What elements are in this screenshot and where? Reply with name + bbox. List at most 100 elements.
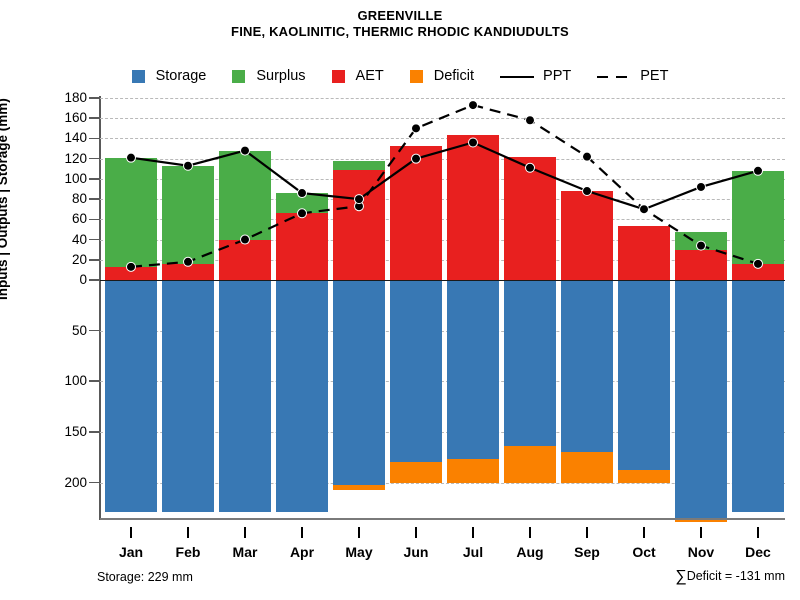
x-tick-aug bbox=[529, 527, 531, 538]
x-axis-label-jun: Jun bbox=[403, 544, 429, 560]
x-axis-label-dec: Dec bbox=[745, 544, 771, 560]
bar-lower-jul[interactable] bbox=[447, 280, 499, 483]
bar-upper-dec[interactable] bbox=[732, 170, 784, 280]
bar-lower-jan[interactable] bbox=[105, 280, 157, 512]
y-tick-label-u20: 20 bbox=[71, 251, 87, 267]
legend-label: AET bbox=[355, 68, 384, 84]
segment-aet bbox=[618, 226, 670, 280]
segment-storage bbox=[390, 280, 442, 463]
y-tick-label-u160: 160 bbox=[64, 110, 87, 126]
legend-item-surplus[interactable]: Surplus bbox=[232, 68, 306, 84]
legend-label: Deficit bbox=[433, 68, 475, 84]
segment-aet bbox=[276, 213, 328, 280]
bar-upper-aug[interactable] bbox=[504, 156, 556, 280]
segment-aet bbox=[333, 169, 385, 280]
y-tick-label-u140: 140 bbox=[64, 130, 87, 146]
ppt-line-marker bbox=[640, 205, 648, 214]
x-tick-dec bbox=[757, 527, 759, 538]
bar-lower-nov[interactable] bbox=[675, 280, 727, 523]
legend-item-storage[interactable]: Storage bbox=[131, 68, 206, 84]
bar-lower-jun[interactable] bbox=[390, 280, 442, 483]
y-tick-label-u0: 0 bbox=[79, 272, 87, 287]
ppt-line-marker-halo bbox=[639, 204, 649, 215]
segment-aet bbox=[105, 266, 157, 280]
y-tick-label-l200: 200 bbox=[64, 474, 87, 490]
chart-legend: Storage Surplus AET Deficit PPT PET bbox=[0, 64, 800, 88]
segment-deficit bbox=[561, 452, 613, 483]
bar-upper-feb[interactable] bbox=[162, 165, 214, 280]
x-tick-jul bbox=[472, 527, 474, 538]
y-tick-label-u120: 120 bbox=[64, 150, 87, 166]
plot-floor-line bbox=[100, 518, 785, 520]
segment-aet bbox=[447, 135, 499, 280]
segment-storage bbox=[276, 280, 328, 512]
bar-lower-dec[interactable] bbox=[732, 280, 784, 512]
bar-upper-sep[interactable] bbox=[561, 191, 613, 280]
x-axis-label-nov: Nov bbox=[687, 544, 715, 560]
y-tick-l150 bbox=[89, 431, 99, 433]
deficit-note: ∑Deficit = -131 mm bbox=[675, 568, 785, 586]
bar-lower-oct[interactable] bbox=[618, 280, 670, 483]
segment-storage bbox=[561, 280, 613, 453]
legend-solid-line-icon bbox=[500, 70, 535, 83]
chart-title-primary: GREENVILLE bbox=[357, 8, 443, 23]
y-tick-label-u60: 60 bbox=[71, 211, 87, 227]
bar-upper-jan[interactable] bbox=[105, 157, 157, 280]
legend-item-deficit[interactable]: Deficit bbox=[409, 68, 475, 84]
segment-deficit bbox=[333, 484, 385, 490]
x-axis-label-may: May bbox=[345, 544, 373, 560]
x-axis-label-feb: Feb bbox=[175, 544, 201, 560]
segment-storage bbox=[675, 280, 727, 518]
bar-upper-apr[interactable] bbox=[276, 193, 328, 280]
segment-aet bbox=[675, 249, 727, 280]
storage-note: Storage: 229 mm bbox=[97, 570, 193, 584]
x-tick-feb bbox=[187, 527, 189, 538]
segment-surplus bbox=[333, 160, 385, 170]
pet-line-marker bbox=[640, 205, 648, 214]
bar-upper-mar[interactable] bbox=[219, 150, 271, 280]
legend-swatch-icon bbox=[331, 69, 345, 83]
x-axis-label-mar: Mar bbox=[232, 544, 258, 560]
deficit-note-text: Deficit = -131 mm bbox=[686, 569, 785, 583]
segment-deficit bbox=[675, 518, 727, 523]
bar-lower-sep[interactable] bbox=[561, 280, 613, 483]
pet-line-marker bbox=[412, 124, 420, 133]
segment-deficit bbox=[618, 470, 670, 483]
legend-dashed-line-icon bbox=[597, 70, 631, 83]
segment-surplus bbox=[276, 193, 328, 214]
y-tick-label-l50: 50 bbox=[71, 322, 87, 338]
bar-lower-apr[interactable] bbox=[276, 280, 328, 512]
bar-lower-aug[interactable] bbox=[504, 280, 556, 483]
bar-upper-nov[interactable] bbox=[675, 232, 727, 280]
pet-line-marker-halo bbox=[525, 115, 535, 126]
x-tick-sep bbox=[586, 527, 588, 538]
x-tick-jun bbox=[415, 527, 417, 538]
pet-line-marker bbox=[469, 101, 477, 110]
bar-lower-mar[interactable] bbox=[219, 280, 271, 512]
legend-swatch-icon bbox=[131, 69, 145, 83]
bar-lower-feb[interactable] bbox=[162, 280, 214, 512]
segment-aet bbox=[561, 191, 613, 280]
bar-lower-may[interactable] bbox=[333, 280, 385, 490]
segment-surplus bbox=[162, 165, 214, 264]
bar-upper-jun[interactable] bbox=[390, 145, 442, 280]
x-axis-label-oct: Oct bbox=[632, 544, 656, 560]
y-tick-label-u180: 180 bbox=[64, 90, 87, 105]
x-axis-label-jul: Jul bbox=[462, 544, 484, 560]
legend-item-aet[interactable]: AET bbox=[331, 68, 384, 84]
bar-upper-oct[interactable] bbox=[618, 226, 670, 280]
legend-item-ppt[interactable]: PPT bbox=[500, 68, 571, 84]
x-tick-nov bbox=[700, 527, 702, 538]
bar-upper-jul[interactable] bbox=[447, 135, 499, 280]
y-tick-l50 bbox=[89, 329, 99, 332]
chart-title-secondary: FINE, KAOLINITIC, THERMIC RHODIC KANDIUD… bbox=[231, 24, 569, 39]
gridline bbox=[100, 118, 785, 120]
segment-surplus bbox=[105, 157, 157, 267]
gridline bbox=[100, 98, 785, 99]
segment-aet bbox=[219, 239, 271, 280]
legend-item-pet[interactable]: PET bbox=[597, 68, 668, 84]
y-tick-u60 bbox=[89, 218, 99, 221]
bar-upper-may[interactable] bbox=[333, 160, 385, 280]
pet-line-marker-halo bbox=[639, 204, 649, 215]
y-tick-u140 bbox=[89, 137, 99, 140]
